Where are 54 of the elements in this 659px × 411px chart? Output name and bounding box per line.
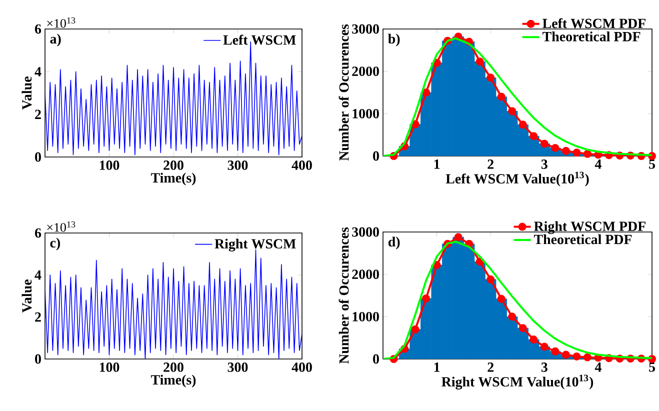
x-tick-label: 1: [434, 160, 440, 169]
x-axis-title: Time(s): [150, 374, 196, 388]
x-tick-label: 3: [541, 362, 548, 372]
y-tick-label: 2000: [352, 270, 379, 280]
x-tick-label: 3: [541, 160, 548, 169]
x-tick-label: 200: [164, 160, 184, 170]
y-tick-label: 3000: [352, 24, 379, 34]
x-tick-label: 2: [488, 362, 494, 372]
annotation: a): [50, 34, 61, 46]
x-tick-label: 5: [649, 160, 655, 169]
x-tick-label: 400: [292, 362, 312, 372]
x-axis-title: Right WSCM Value(10$^{13}$): [442, 374, 594, 390]
x-tick-label: 300: [228, 362, 248, 372]
x-tick-label: 100: [100, 362, 120, 372]
x-tick-label: 4: [594, 362, 602, 372]
y-tick-label: 1000: [352, 312, 379, 322]
legend-label: Right WSCM PDF: [534, 221, 646, 234]
x-tick-label: 5: [649, 362, 655, 372]
x-axis-title: Time(s): [150, 172, 196, 186]
y-axis-title: Value: [22, 280, 32, 313]
legend-label: Right WSCM: [214, 238, 296, 252]
annotation: c): [50, 238, 60, 250]
x-tick-label: 1: [434, 362, 440, 372]
annotation: b): [388, 34, 400, 46]
legend-label: Theoretical PDF: [534, 234, 632, 244]
legend-label: Left WSCM: [223, 34, 296, 45]
y-axis-title: Number of Occurences: [338, 227, 349, 364]
y-axis-title: Value: [22, 76, 32, 110]
y-axis-title: Number of Occurences: [338, 24, 349, 161]
y-tick-label: 6: [34, 228, 42, 238]
x-tick-label: 2: [488, 160, 494, 169]
text: Left WSCM PDF: [542, 18, 646, 28]
y-tick-label: 0: [373, 354, 379, 364]
y-tick-label: 4: [34, 67, 42, 76]
y-tick-label: 6: [34, 24, 42, 34]
y-tick-label: 0: [35, 152, 41, 162]
y-tick-label: 4: [34, 270, 42, 280]
x-tick-label: 100: [100, 160, 120, 170]
y-tick-label: 2: [35, 110, 41, 119]
x-tick-label: 200: [164, 362, 184, 372]
y-tick-label: 1000: [352, 108, 379, 118]
annotation: d): [388, 236, 400, 250]
text: ×10$^{13}$: [47, 221, 76, 232]
text: ×10$^{13}$: [47, 17, 76, 28]
y-tick-label: 3000: [352, 227, 379, 237]
y-tick-label: 0: [35, 354, 41, 364]
x-tick-label: 4: [594, 160, 602, 169]
y-tick-label: 0: [373, 151, 379, 161]
x-tick-label: 400: [292, 160, 312, 170]
x-tick-label: 300: [228, 160, 248, 170]
y-tick-label: 2000: [352, 66, 379, 76]
legend-label: Theoretical PDF: [542, 32, 640, 42]
y-tick-label: 2: [35, 312, 41, 322]
x-axis-title: Left WSCM Value(10$^{13}$): [446, 172, 589, 186]
